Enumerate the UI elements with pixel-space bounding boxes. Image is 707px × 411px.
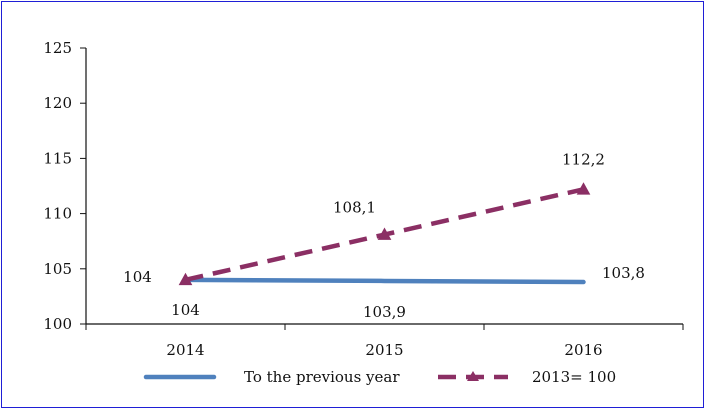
chart-legend: To the previous year 2013= 100 [143, 368, 616, 386]
series-marker-2013-base [576, 182, 591, 195]
y-tick-label: 125 [43, 39, 72, 57]
y-tick-label: 115 [43, 149, 72, 167]
series-line-to-previous-year [183, 277, 586, 285]
x-tick-label: 2015 [365, 341, 403, 359]
x-tick-label: 2016 [564, 341, 602, 359]
data-labels: 104 103,9 103,8 104 108,1 112,2 [123, 150, 645, 321]
data-label-2013-base: 104 [123, 268, 152, 286]
legend-label-to-previous-year: To the previous year [244, 368, 400, 386]
y-tick-label: 120 [43, 94, 72, 112]
chart-axes: 100 105 110 115 120 125 2014 2015 2016 [43, 39, 684, 359]
data-label-2013-base: 112,2 [562, 150, 605, 168]
data-label-to-previous-year: 104 [171, 301, 200, 319]
y-tick-label: 110 [43, 205, 72, 223]
y-tick-label: 100 [43, 315, 72, 333]
series-marker-2013-base [178, 272, 193, 286]
y-tick-label: 105 [43, 260, 72, 278]
data-label-to-previous-year: 103,9 [363, 303, 406, 321]
series-marker-2013-base [377, 227, 392, 240]
legend-label-2013-base: 2013= 100 [532, 368, 616, 386]
legend-marker-2013-base [467, 371, 479, 381]
data-label-2013-base: 108,1 [333, 199, 376, 217]
data-label-to-previous-year: 103,8 [602, 264, 645, 282]
x-tick-label: 2014 [166, 341, 204, 359]
series-lines [178, 182, 591, 286]
